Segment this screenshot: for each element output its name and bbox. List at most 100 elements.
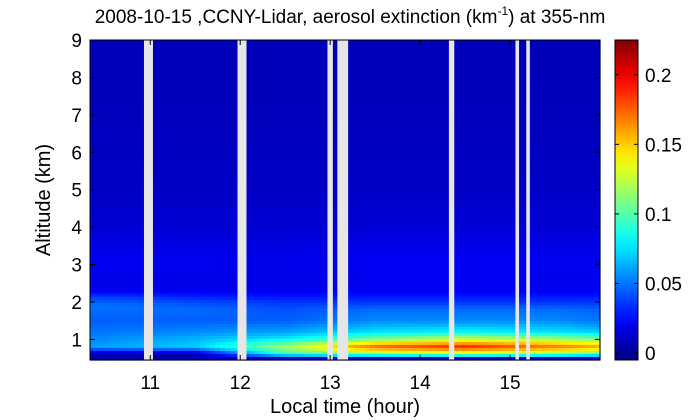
heatmap-cell [320,91,326,95]
heatmap-cell [165,251,171,255]
heatmap-cell [110,193,116,198]
heatmap-cell [225,76,231,80]
heatmap-cell [135,166,141,171]
heatmap-cell [245,79,251,83]
heatmap-cell [250,73,256,77]
heatmap-cell [200,151,206,156]
heatmap-cell [300,221,306,225]
heatmap-cell [125,224,131,228]
heatmap-cell [260,97,266,101]
heatmap-cell [310,133,316,138]
heatmap-cell [140,139,146,144]
heatmap-cell [270,311,276,316]
heatmap-cell [190,212,196,216]
heatmap-cell [270,266,276,271]
heatmap-cell [205,175,211,180]
heatmap-cell [285,160,291,165]
heatmap-cell [200,67,206,71]
heatmap-cell [175,329,181,334]
heatmap-cell [115,302,121,307]
heatmap-cell [215,251,221,255]
heatmap-cell [275,275,281,280]
heatmap-cell [180,281,186,286]
heatmap-cell [210,145,216,150]
heatmap-cell [220,184,226,189]
heatmap-cell [180,76,186,80]
heatmap-cell [155,221,161,225]
heatmap-cell [110,145,116,150]
heatmap-cell [225,157,231,162]
heatmap-cell [215,43,221,47]
heatmap-cell [305,79,311,83]
heatmap-cell [255,109,261,114]
heatmap-cell [205,127,211,132]
heatmap-cell [130,55,136,59]
heatmap-cell [175,142,181,147]
heatmap-cell [255,139,261,144]
heatmap-cell [115,326,121,331]
heatmap-cell [230,118,236,123]
heatmap-cell [110,73,116,77]
heatmap-cell [105,338,111,343]
heatmap-cell [165,257,171,261]
heatmap-cell [105,260,111,264]
heatmap-cell [315,323,321,328]
heatmap-cell [305,121,311,126]
heatmap-cell [245,58,251,62]
heatmap-cell [100,43,106,47]
heatmap-cell [230,248,236,252]
heatmap-cell [100,124,106,129]
heatmap-cell [115,136,121,141]
heatmap-cell [165,61,171,65]
heatmap-cell [195,350,201,355]
heatmap-cell [215,314,221,319]
heatmap-cell [110,248,116,252]
heatmap-cell [215,94,221,98]
heatmap-cell [265,142,271,147]
heatmap-cell [110,257,116,261]
heatmap-cell [210,308,216,313]
heatmap-cell [180,287,186,292]
heatmap-cell [105,206,111,210]
heatmap-cell [175,269,181,274]
heatmap-cell [315,193,321,198]
heatmap-cell [160,46,166,50]
heatmap-cell [95,124,101,129]
heatmap-cell [140,142,146,147]
heatmap-cell [210,88,216,92]
heatmap-cell [160,323,166,328]
heatmap-cell [265,190,271,195]
heatmap-cell [205,70,211,74]
heatmap-cell [260,272,266,277]
heatmap-cell [115,133,121,138]
heatmap-cell [315,200,321,204]
heatmap-cell [265,145,271,150]
heatmap-cell [175,239,181,243]
heatmap-cell [115,245,121,249]
heatmap-cell [185,154,191,159]
heatmap-cell [170,70,176,74]
heatmap-cell [295,139,301,144]
heatmap-cell [130,151,136,156]
heatmap-cell [155,55,161,59]
heatmap-cell [260,299,266,304]
heatmap-cell [160,302,166,307]
heatmap-cell [140,242,146,246]
heatmap-cell [130,248,136,252]
heatmap-cell [275,320,281,325]
heatmap-cell [255,299,261,304]
heatmap-cell [115,172,121,177]
heatmap-cell [125,121,131,126]
heatmap-cell [275,127,281,132]
heatmap-cell [300,76,306,80]
heatmap-cell [110,58,116,62]
heatmap-cell [320,172,326,177]
heatmap-cell [100,200,106,204]
heatmap-cell [275,293,281,298]
heatmap-cell [175,272,181,277]
heatmap-cell [305,184,311,189]
heatmap-cell [125,275,131,280]
heatmap-cell [155,239,161,243]
heatmap-cell [245,326,251,331]
heatmap-cell [290,287,296,292]
